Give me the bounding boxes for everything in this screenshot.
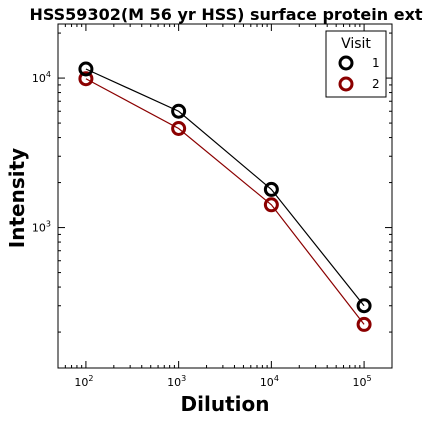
legend-label: 1 — [372, 56, 380, 70]
data-point-series-2 — [171, 120, 187, 136]
legend-label: 2 — [372, 77, 380, 91]
plot-area — [57, 23, 393, 369]
legend-marker-2 — [338, 76, 354, 92]
series-lines — [85, 68, 365, 325]
data-point-series-1 — [263, 181, 279, 197]
x-tick-label: 103 — [167, 374, 186, 389]
series-line-2 — [85, 78, 365, 325]
y-axis-label: Intensity — [5, 148, 29, 248]
legend-box — [325, 30, 387, 98]
data-point-series-2 — [78, 71, 94, 87]
x-tick-label: 102 — [74, 374, 93, 389]
data-point-series-1 — [356, 298, 372, 314]
axis-ticks: 102 103 104 105 103 104 — [32, 24, 393, 389]
series-line-1 — [85, 68, 365, 307]
x-tick-label: 105 — [353, 374, 372, 389]
legend-marker-1 — [338, 55, 354, 71]
legend-title: Visit — [341, 36, 371, 52]
legend: Visit 1 2 — [325, 30, 387, 98]
data-point-series-1 — [171, 103, 187, 119]
y-tick-label: 103 — [32, 220, 51, 235]
x-axis-label: Dilution — [181, 392, 270, 416]
data-point-series-2 — [263, 197, 279, 213]
y-tick-label: 104 — [32, 70, 51, 85]
data-point-series-1 — [78, 61, 94, 77]
x-tick-label: 104 — [260, 374, 279, 389]
chart-title: HSS59302(M 56 yr HSS) surface protein ex… — [29, 5, 422, 24]
data-points — [78, 61, 372, 332]
data-point-series-2 — [356, 316, 372, 332]
